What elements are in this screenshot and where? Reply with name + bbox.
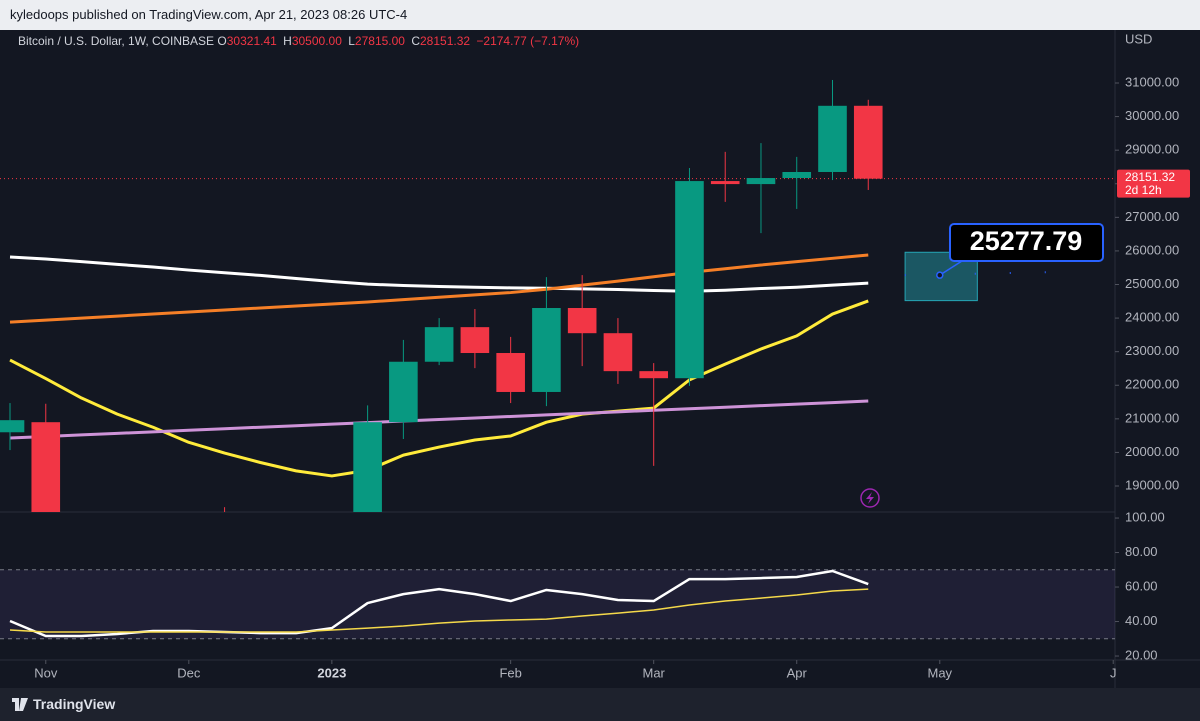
rsi-line (9, 569, 869, 638)
candle-body (639, 371, 668, 379)
candle-body (746, 178, 776, 185)
candle-body (246, 559, 275, 562)
candle-body (0, 420, 25, 433)
candle-body (603, 333, 633, 372)
y-tick-label: 22000.00 (1125, 377, 1179, 392)
symbol: Bitcoin / U.S. Dollar, 1W, COINBASE (18, 34, 215, 48)
ohlc-value: 30321.41 (226, 34, 277, 48)
annotation-marker (936, 271, 944, 279)
candle-body (567, 308, 597, 334)
candle-body (496, 353, 525, 392)
x-tick-label: Dec (177, 665, 201, 680)
ohlc-value: 30500.00 (291, 34, 342, 48)
last-price-badge (1117, 169, 1190, 198)
annotation-connector (939, 260, 963, 276)
y-tick-label: 27000.00 (1125, 209, 1179, 224)
last-price-label: 28151.32 (1125, 170, 1175, 184)
candle-body (31, 422, 61, 512)
brand: TradingView (33, 696, 116, 712)
alert-circle (860, 488, 880, 508)
annotation-label-box (949, 223, 1104, 262)
rsi-line (9, 588, 869, 633)
moving-average-line (9, 299, 869, 478)
candle-body (318, 549, 347, 568)
logo-shape (12, 698, 28, 711)
candle-body (532, 308, 561, 392)
candle-body (353, 422, 382, 512)
moving-average-line (9, 253, 869, 324)
y-tick-label: 60.00 (1125, 578, 1158, 593)
y-tick-label: 80.00 (1125, 544, 1158, 559)
y-tick-label: 19000.00 (1125, 477, 1179, 492)
ohlc-key: H (283, 34, 292, 48)
axes: 19000.00 20000.00 21000.00 22000.00 23000.00… (34, 74, 1190, 680)
candle-body (710, 181, 740, 185)
x-tick-label: Feb (499, 665, 521, 680)
y-tick-label: 31000.00 (1125, 74, 1179, 89)
y-tick-label: 23000.00 (1125, 343, 1179, 358)
y-tick-label: 100.00 (1125, 509, 1165, 524)
y-tick-label: 40.00 (1125, 613, 1158, 628)
ohlc-value: 27815.00 (354, 34, 405, 48)
y-tick-label: 25000.00 (1125, 276, 1179, 291)
moving-average-line (9, 255, 869, 293)
x-tick-label: Apr (787, 665, 808, 680)
y-tick-label: 24000.00 (1125, 310, 1179, 325)
candle-body (424, 327, 454, 362)
countdown-label: 2d 12h (1125, 183, 1162, 197)
rsi-pane (0, 569, 1115, 640)
ohlc-key: O (217, 34, 227, 48)
candle-body (818, 105, 847, 172)
candle-body (675, 181, 704, 379)
annotation-label: 25277.79 (970, 226, 1083, 256)
rsi-band (0, 569, 1115, 639)
footer: TradingView (0, 688, 1200, 721)
publish-bar: kyledoops published on TradingView.com, … (0, 0, 1200, 30)
candle-body (210, 550, 239, 561)
ohlc-key: L (348, 34, 355, 48)
y-tick-label: 29000.00 (1125, 142, 1179, 157)
candle-body (389, 361, 418, 423)
candle-body (853, 105, 883, 179)
x-tick-label: 2023 (317, 665, 346, 680)
x-tick-label: J (1110, 665, 1117, 680)
candle-body (175, 550, 204, 552)
x-tick-label: Nov (34, 665, 58, 680)
y-tick-label: 30000.00 (1125, 108, 1179, 123)
candle-body (139, 550, 168, 573)
y-tick-label: 20.00 (1125, 647, 1158, 662)
main-pane (0, 79, 1115, 573)
moving-average-line (9, 399, 869, 440)
candle-body (782, 171, 812, 179)
currency-label: USD (1125, 31, 1152, 46)
ohlc-key: C (411, 34, 420, 48)
y-tick-label: 20000.00 (1125, 444, 1179, 459)
candle-body (282, 559, 311, 569)
x-tick-label: May (927, 665, 952, 680)
y-tick-label: 21000.00 (1125, 410, 1179, 425)
x-tick-label: Mar (642, 665, 665, 680)
candle-body (460, 327, 490, 354)
alert-bolt (866, 492, 874, 504)
ohlc-value: 28151.32 (420, 34, 471, 48)
legend: Bitcoin / U.S. Dollar, 1W, COINBASE O303… (18, 34, 582, 48)
alert-icon[interactable] (860, 488, 880, 508)
y-tick-label: 26000.00 (1125, 242, 1179, 257)
logo (12, 698, 28, 711)
change: −2174.77 (−7.17%) (476, 34, 580, 48)
